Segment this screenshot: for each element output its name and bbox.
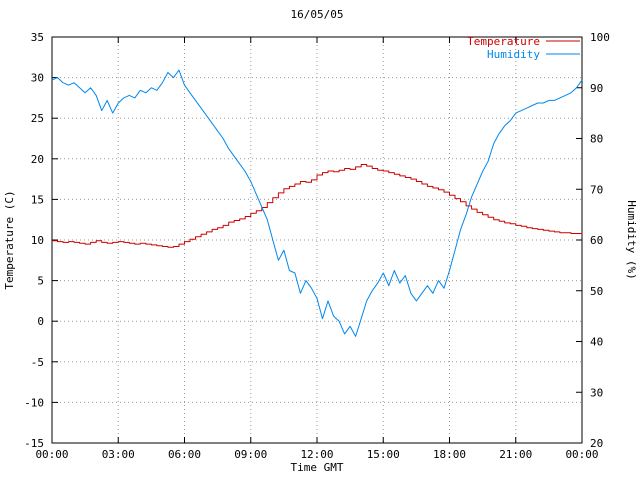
- x-tick-label: 21:00: [499, 448, 532, 461]
- x-tick-label: 12:00: [300, 448, 333, 461]
- left-tick-label: 25: [31, 112, 44, 125]
- right-tick-label: 20: [590, 437, 603, 450]
- plot-border: [51, 36, 583, 444]
- x-tick-label: 03:00: [102, 448, 135, 461]
- x-tick-label: 06:00: [168, 448, 201, 461]
- x-tick-label: 15:00: [367, 448, 400, 461]
- legend-temperature-label: Temperature: [467, 35, 540, 48]
- series-temperature-line: [52, 164, 583, 248]
- left-tick-label: 30: [31, 72, 44, 85]
- right-axis-label: Humidity (%): [625, 200, 638, 279]
- series-humidity-line: [51, 69, 583, 337]
- x-tick-label: 18:00: [433, 448, 466, 461]
- left-tick-label: -15: [24, 437, 44, 450]
- left-tick-label: 5: [37, 275, 44, 288]
- left-axis-label: Temperature (C): [3, 190, 16, 289]
- legend-humidity-label: Humidity: [487, 48, 540, 61]
- x-tick-label: 00:00: [565, 448, 598, 461]
- left-tick-label: 15: [31, 193, 44, 206]
- right-tick-label: 40: [590, 336, 603, 349]
- right-tick-label: 90: [590, 82, 603, 95]
- left-tick-label: 20: [31, 153, 44, 166]
- left-tick-label: -5: [31, 356, 44, 369]
- x-axis-label: Time GMT: [291, 461, 344, 474]
- left-tick-label: -10: [24, 396, 44, 409]
- chart-title: 16/05/05: [291, 8, 344, 21]
- right-tick-label: 100: [590, 31, 610, 44]
- left-tick-label: 35: [31, 31, 44, 44]
- right-tick-label: 60: [590, 234, 603, 247]
- right-tick-label: 50: [590, 285, 603, 298]
- left-tick-label: 10: [31, 234, 44, 247]
- left-tick-label: 0: [37, 315, 44, 328]
- x-tick-label: 09:00: [234, 448, 267, 461]
- right-tick-label: 80: [590, 133, 603, 146]
- right-tick-label: 30: [590, 386, 603, 399]
- x-tick-label: 00:00: [35, 448, 68, 461]
- plot-generated: 00:00 03:00 06:00 09:00 12:00 15:00 18:00 21:00…: [24, 31, 610, 461]
- right-tick-label: 70: [590, 183, 603, 196]
